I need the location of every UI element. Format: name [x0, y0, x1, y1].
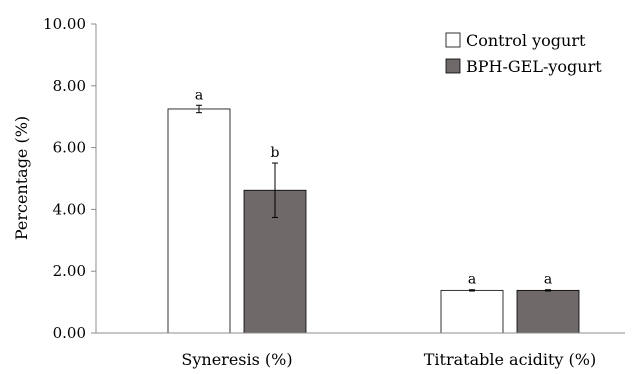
y-tick-label: 8.00	[53, 77, 86, 95]
y-tick-label: 4.00	[53, 200, 86, 218]
legend-swatch	[445, 32, 461, 48]
y-tick-label: 2.00	[53, 262, 86, 280]
bar-bph-gel-acidity	[516, 289, 580, 334]
y-axis-title: Percentage (%)	[12, 116, 31, 240]
legend-swatch	[445, 58, 461, 74]
bar-control-syneresis	[167, 108, 231, 334]
y-axis-ticks: 0.00 2.00 4.00 6.00 8.00 10.00	[43, 15, 96, 342]
significance-label: a	[544, 272, 552, 288]
legend-label: Control yogurt	[466, 31, 586, 50]
legend-label: BPH-GEL-yogurt	[466, 57, 602, 76]
y-tick-label: 10.00	[43, 15, 86, 33]
bars: a b a a	[167, 87, 580, 334]
category-labels: Syneresis (%) Titratable acidity (%)	[181, 350, 596, 369]
category-label: Syneresis (%)	[181, 350, 292, 369]
y-tick-label: 0.00	[53, 324, 86, 342]
significance-label: a	[195, 87, 203, 103]
bar-control-acidity	[440, 289, 504, 334]
category-label: Titratable acidity (%)	[424, 350, 597, 369]
significance-label: a	[468, 272, 476, 288]
y-tick-label: 6.00	[53, 139, 86, 157]
legend: Control yogurt BPH-GEL-yogurt	[445, 31, 602, 76]
significance-label: b	[271, 145, 280, 161]
